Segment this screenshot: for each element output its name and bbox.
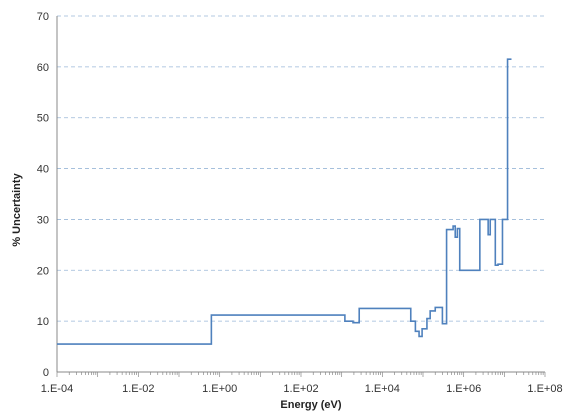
y-tick-label: 30: [37, 214, 49, 226]
x-tick-label: 1.E-02: [122, 383, 154, 395]
x-axis-minor-ticks: [56, 372, 546, 377]
x-tick-label: 1.E+00: [202, 383, 237, 395]
y-axis-title: % Uncertainty: [11, 172, 23, 246]
x-axis-tick-labels: 1.E-04 1.E-02 1.E+00 1.E+02 1.E+04 1.E+06 1.E+…: [41, 383, 563, 395]
y-tick-label: 70: [37, 11, 49, 23]
gridlines: [57, 15, 545, 322]
y-tick-label: 20: [37, 265, 49, 277]
x-tick-label: 1.E+08: [527, 383, 562, 395]
data-series: [57, 58, 512, 345]
y-tick-label: 50: [37, 113, 49, 125]
x-tick-label: 1.E-04: [41, 383, 73, 395]
y-axis-tick-labels: 0 10 20 30 40 50 60 70: [37, 11, 49, 379]
y-tick-label: 0: [43, 367, 49, 379]
x-tick-label: 1.E+06: [446, 383, 481, 395]
y-tick-label: 40: [37, 164, 49, 176]
series-line: [57, 58, 512, 345]
plot-area: [56, 15, 546, 377]
y-tick-label: 60: [37, 62, 49, 74]
y-tick-label: 10: [37, 316, 49, 328]
x-axis-title: Energy (eV): [280, 399, 341, 411]
x-tick-label: 1.E+02: [283, 383, 318, 395]
x-tick-label: 1.E+04: [365, 383, 400, 395]
